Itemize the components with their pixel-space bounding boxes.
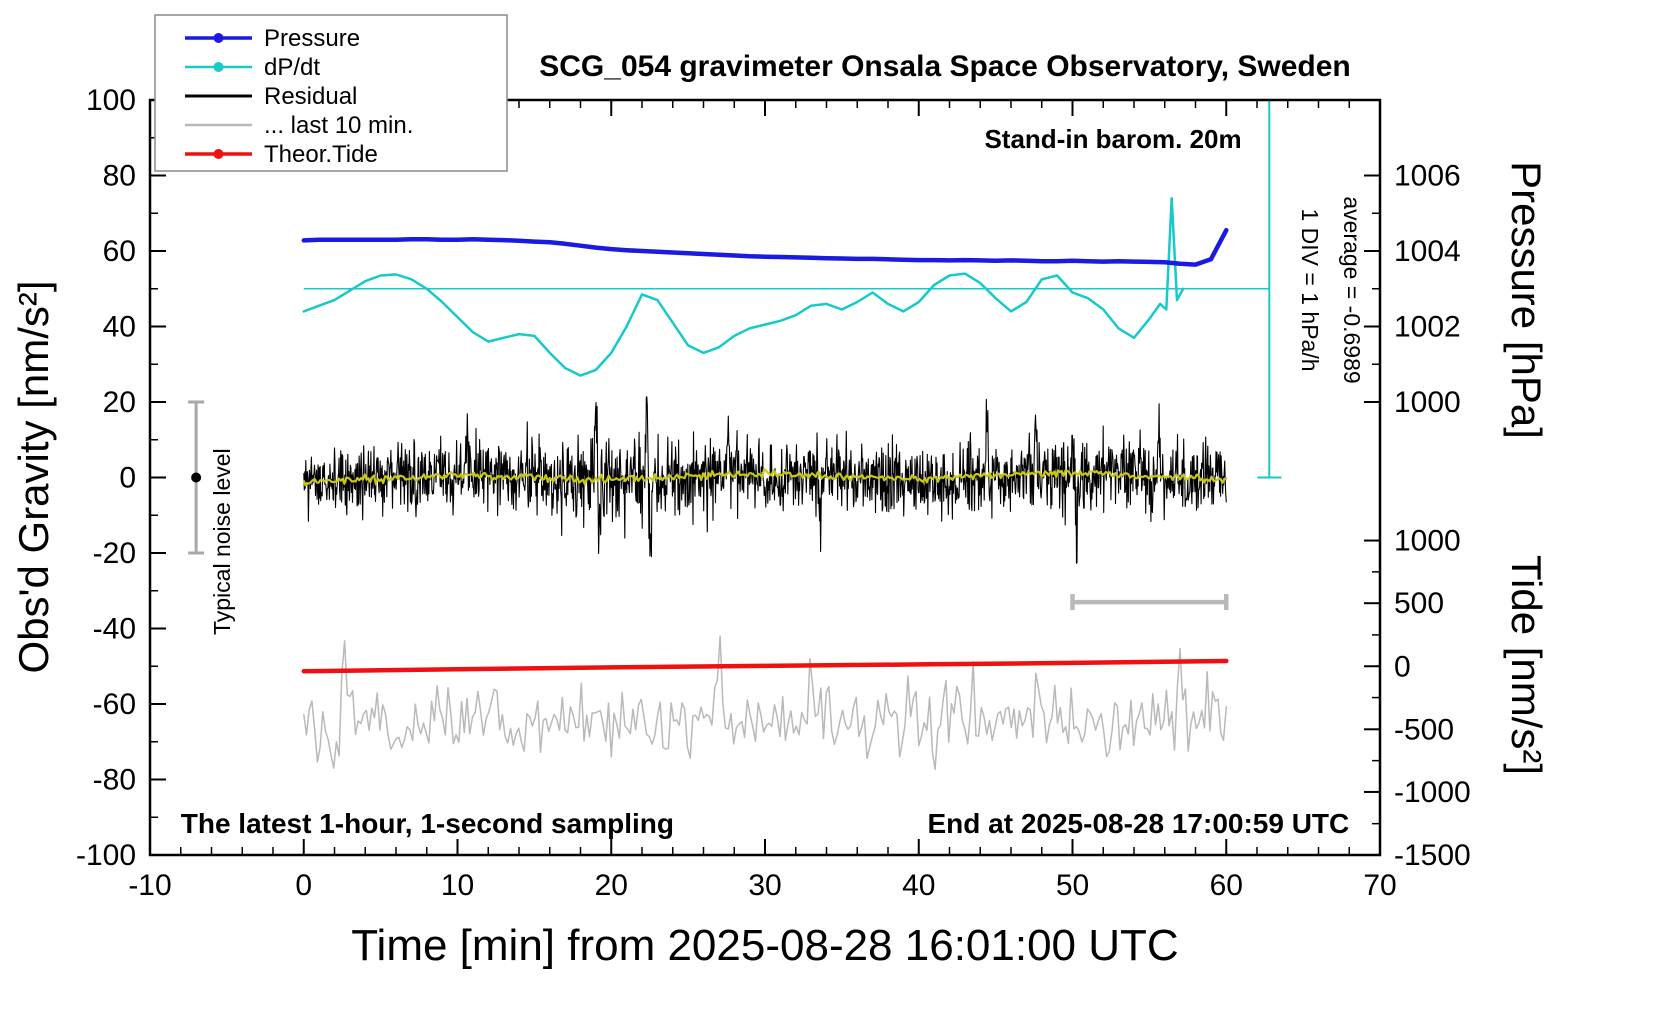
legend-label: dP/dt: [264, 54, 320, 81]
tide-tick-label: 0: [1394, 650, 1411, 683]
y-left-tick-label: 0: [119, 462, 136, 495]
annotation-noise-level: Typical noise level: [209, 448, 235, 635]
y-left-tick-label: -100: [76, 839, 136, 872]
series-dpdt: [302, 196, 1185, 377]
legend-label: Residual: [264, 83, 357, 110]
tide-tick-label: 1000: [1394, 525, 1461, 558]
x-axis-label: Time [min] from 2025-08-28 16:01:00 UTC: [351, 921, 1178, 970]
x-tick-label: 50: [1056, 869, 1089, 902]
tide-axis-label: Tide [nm/s²]: [1503, 555, 1550, 775]
series-last10: [303, 635, 1228, 771]
pressure-tick-label: 1004: [1394, 235, 1461, 268]
annotation-div-scale: 1 DIV = 1 hPa/h: [1297, 208, 1323, 371]
pressure-tick-label: 1000: [1394, 386, 1461, 419]
x-tick-label: 0: [295, 869, 312, 902]
y-left-tick-label: -20: [93, 537, 136, 570]
y-left-tick-label: 100: [86, 84, 136, 117]
x-tick-label: -10: [128, 869, 171, 902]
legend-marker-dot: [213, 149, 224, 159]
series-theor-tide: [301, 658, 1229, 674]
tide-tick-label: -500: [1394, 713, 1454, 746]
noise-errorbar-dot: [191, 472, 202, 483]
x-tick-label: 70: [1363, 869, 1396, 902]
x-tick-label: 60: [1210, 869, 1243, 902]
y-left-tick-label: 60: [103, 235, 136, 268]
y-left-tick-label: 20: [103, 386, 136, 419]
y-left-tick-label: 40: [103, 311, 136, 344]
x-tick-label: 10: [441, 869, 474, 902]
legend-marker-dot: [213, 62, 224, 72]
y-left-tick-label: -80: [93, 764, 136, 797]
tide-tick-label: 500: [1394, 587, 1444, 620]
pressure-axis-label: Pressure [hPa]: [1503, 161, 1550, 439]
x-tick-label: 20: [595, 869, 628, 902]
annotation-average: average = -0.6989: [1339, 196, 1365, 383]
annotation-end-time: End at 2025-08-28 17:00:59 UTC: [928, 808, 1350, 839]
pressure-tick-label: 1006: [1394, 160, 1461, 193]
y-left-tick-label: -60: [93, 688, 136, 721]
y-left-tick-label: 80: [103, 160, 136, 193]
legend-marker-dot: [213, 33, 224, 43]
x-tick-label: 30: [748, 869, 781, 902]
legend-box: [154, 14, 508, 172]
legend-label: Pressure: [264, 25, 360, 52]
tide-tick-label: -1500: [1394, 839, 1471, 872]
axis-ticks: -10 0 10 20 30 40 50 60 70-100-80-60-40-20020406…: [76, 84, 1471, 902]
y-left-tick-label: -40: [93, 613, 136, 646]
y-left-axis-label: Obs'd Gravity [nm/s²]: [10, 280, 57, 673]
legend-label: Theor.Tide: [264, 141, 378, 168]
x-tick-label: 40: [902, 869, 935, 902]
series-pressure: [301, 227, 1229, 267]
annotation-sampling: The latest 1-hour, 1-second sampling: [181, 808, 674, 839]
annotation-barometer: Stand-in barom. 20m: [984, 124, 1241, 154]
pressure-tick-label: 1002: [1394, 311, 1461, 344]
chart-title: SCG_054 gravimeter Onsala Space Observat…: [539, 50, 1351, 83]
series-residual-smoothed: [302, 468, 1228, 487]
tide-tick-label: -1000: [1394, 776, 1471, 809]
legend-label: ... last 10 min.: [264, 112, 413, 139]
series-residual: [303, 396, 1227, 564]
